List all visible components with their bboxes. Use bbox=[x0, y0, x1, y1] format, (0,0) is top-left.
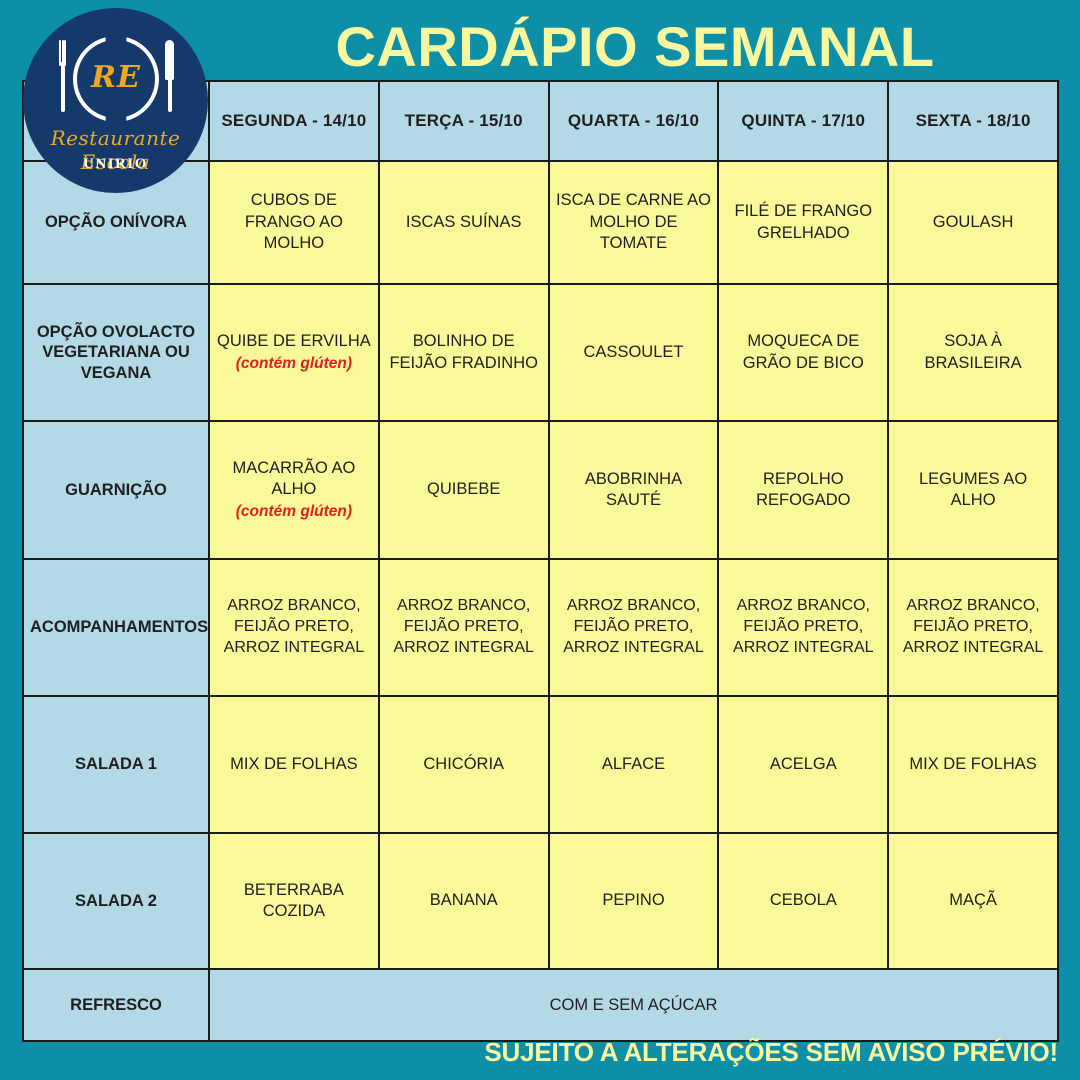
menu-cell: REPOLHO REFOGADO bbox=[717, 420, 890, 560]
menu-item: ACELGA bbox=[769, 754, 837, 773]
menu-item: ARROZ BRANCO, FEIJÃO PRETO, ARROZ INTEGR… bbox=[223, 597, 365, 656]
table-row: OPÇÃO OVOLACTO VEGETARIANA OU VEGANA QUI… bbox=[22, 283, 1059, 422]
menu-item: ARROZ BRANCO, FEIJÃO PRETO, ARROZ INTEGR… bbox=[902, 597, 1044, 656]
menu-cell: MIX DE FOLHAS bbox=[208, 695, 380, 834]
row-label-vegetariana: OPÇÃO OVOLACTO VEGETARIANA OU VEGANA bbox=[22, 283, 210, 422]
disclaimer-note: SUJEITO A ALTERAÇÕES SEM AVISO PRÉVIO! bbox=[484, 1037, 1058, 1067]
row-label-onivora: OPÇÃO ONÍVORA bbox=[22, 160, 210, 285]
menu-item: BANANA bbox=[429, 891, 498, 910]
row-label-guarnicao: GUARNIÇÃO bbox=[22, 420, 210, 560]
menu-item: ABOBRINHA SAUTÉ bbox=[584, 469, 683, 509]
menu-item: SOJA À BRASILEIRA bbox=[924, 332, 1022, 372]
menu-item: QUIBE DE ERVILHA bbox=[217, 332, 371, 351]
menu-item: BETERRABA COZIDA bbox=[243, 880, 344, 920]
menu-cell: ARROZ BRANCO, FEIJÃO PRETO, ARROZ INTEGR… bbox=[208, 558, 380, 697]
logo-brand-name: Restaurante Escola bbox=[50, 126, 181, 174]
menu-item: ISCAS SUÍNAS bbox=[405, 212, 522, 231]
gluten-warning: (contém glúten) bbox=[235, 502, 353, 520]
logo-initials: RE bbox=[91, 60, 141, 95]
day-header-segunda: SEGUNDA - 14/10 bbox=[208, 80, 380, 162]
menu-item: QUIBEBE bbox=[427, 480, 501, 499]
menu-item: GOULASH bbox=[932, 212, 1014, 231]
table-row: ACOMPANHAMENTOS ARROZ BRANCO, FEIJÃO PRE… bbox=[22, 558, 1059, 697]
menu-cell: ACELGA bbox=[717, 695, 890, 834]
table-row: OPÇÃO ONÍVORA CUBOS DE FRANGO AO MOLHO I… bbox=[22, 160, 1059, 285]
menu-item: CASSOULET bbox=[583, 342, 684, 361]
menu-cell: ISCAS SUÍNAS bbox=[377, 160, 550, 285]
day-header-quinta: QUINTA - 17/10 bbox=[717, 80, 890, 162]
menu-cell: MAÇÃ bbox=[887, 832, 1059, 970]
menu-item: ARROZ BRANCO, FEIJÃO PRETO, ARROZ INTEGR… bbox=[393, 597, 534, 656]
table-body: OPÇÃO ONÍVORA CUBOS DE FRANGO AO MOLHO I… bbox=[22, 160, 1059, 1042]
menu-item: CHICÓRIA bbox=[423, 754, 505, 773]
menu-cell: FILÉ DE FRANGO GRELHADO bbox=[717, 160, 890, 285]
menu-cell: CASSOULET bbox=[547, 283, 720, 422]
day-header-quarta: QUARTA - 16/10 bbox=[547, 80, 720, 162]
knife-icon bbox=[165, 40, 174, 112]
menu-cell: ARROZ BRANCO, FEIJÃO PRETO, ARROZ INTEGR… bbox=[547, 558, 720, 697]
menu-cell: MACARRÃO AO ALHO (contém glúten) bbox=[208, 420, 380, 560]
menu-cell: PEPINO bbox=[547, 832, 720, 970]
menu-item: FILÉ DE FRANGO GRELHADO bbox=[734, 202, 873, 242]
menu-item: CUBOS DE FRANGO AO MOLHO bbox=[244, 191, 343, 253]
row-label-refresco: REFRESCO bbox=[22, 968, 210, 1042]
menu-cell: GOULASH bbox=[887, 160, 1059, 285]
menu-item: MOQUECA DE GRÃO DE BICO bbox=[742, 332, 864, 372]
menu-item: ARROZ BRANCO, FEIJÃO PRETO, ARROZ INTEGR… bbox=[563, 597, 704, 656]
gluten-warning: (contém glúten) bbox=[235, 354, 353, 372]
menu-item: BOLINHO DE FEIJÃO FRADINHO bbox=[389, 332, 538, 372]
menu-cell: ABOBRINHA SAUTÉ bbox=[547, 420, 720, 560]
menu-cell: MOQUECA DE GRÃO DE BICO bbox=[717, 283, 890, 422]
row-label-salada-2: SALADA 2 bbox=[22, 832, 210, 970]
menu-item: MACARRÃO AO ALHO bbox=[232, 458, 356, 499]
menu-cell: SOJA À BRASILEIRA bbox=[887, 283, 1059, 422]
table-row: SALADA 2 BETERRABA COZIDA BANANA PEPINO … bbox=[22, 832, 1059, 970]
menu-item: MIX DE FOLHAS bbox=[230, 754, 358, 773]
menu-cell: LEGUMES AO ALHO bbox=[887, 420, 1059, 560]
menu-cell: QUIBE DE ERVILHA (contém glúten) bbox=[208, 283, 380, 422]
menu-item: REPOLHO REFOGADO bbox=[756, 469, 851, 509]
page-title: CARDÁPIO SEMANAL bbox=[335, 15, 935, 78]
day-header-sexta: SEXTA - 18/10 bbox=[887, 80, 1059, 162]
menu-cell: ARROZ BRANCO, FEIJÃO PRETO, ARROZ INTEGR… bbox=[377, 558, 550, 697]
table-row: SALADA 1 MIX DE FOLHAS CHICÓRIA ALFACE A… bbox=[22, 695, 1059, 834]
menu-cell: ARROZ BRANCO, FEIJÃO PRETO, ARROZ INTEGR… bbox=[887, 558, 1059, 697]
menu-item: ISCA DE CARNE AO MOLHO DE TOMATE bbox=[556, 191, 711, 253]
fork-icon bbox=[59, 40, 66, 112]
restaurante-escola-logo: RE Restaurante Escola UNIRIO bbox=[23, 8, 208, 193]
menu-cell: ALFACE bbox=[547, 695, 720, 834]
table-row: REFRESCO COM E SEM AÇÚCAR bbox=[22, 968, 1059, 1042]
menu-item: MIX DE FOLHAS bbox=[909, 754, 1037, 773]
table-row: GUARNIÇÃO MACARRÃO AO ALHO (contém glúte… bbox=[22, 420, 1059, 560]
row-label-salada-1: SALADA 1 bbox=[22, 695, 210, 834]
row-label-acompanhamentos: ACOMPANHAMENTOS bbox=[22, 558, 210, 697]
menu-cell: MIX DE FOLHAS bbox=[887, 695, 1059, 834]
menu-cell: QUIBEBE bbox=[377, 420, 550, 560]
menu-cell: BANANA bbox=[377, 832, 550, 970]
weekly-menu-table: SEGUNDA - 14/10 TERÇA - 15/10 QUARTA - 1… bbox=[22, 80, 1059, 1042]
menu-cell: CHICÓRIA bbox=[377, 695, 550, 834]
menu-cell: BETERRABA COZIDA bbox=[208, 832, 380, 970]
menu-cell: ARROZ BRANCO, FEIJÃO PRETO, ARROZ INTEGR… bbox=[717, 558, 890, 697]
menu-cell: BOLINHO DE FEIJÃO FRADINHO bbox=[377, 283, 550, 422]
menu-item: ALFACE bbox=[601, 754, 666, 773]
menu-item: PEPINO bbox=[602, 891, 665, 910]
menu-item: CEBOLA bbox=[769, 891, 837, 910]
logo-institution: UNIRIO bbox=[83, 156, 148, 172]
menu-cell: CEBOLA bbox=[717, 832, 890, 970]
menu-item: MAÇÃ bbox=[949, 891, 997, 910]
refresco-value: COM E SEM AÇÚCAR bbox=[208, 968, 1059, 1042]
menu-item: ARROZ BRANCO, FEIJÃO PRETO, ARROZ INTEGR… bbox=[733, 597, 874, 656]
menu-item: LEGUMES AO ALHO bbox=[918, 469, 1028, 509]
menu-cell: ISCA DE CARNE AO MOLHO DE TOMATE bbox=[547, 160, 720, 285]
menu-cell: CUBOS DE FRANGO AO MOLHO bbox=[208, 160, 380, 285]
day-header-terca: TERÇA - 15/10 bbox=[377, 80, 550, 162]
